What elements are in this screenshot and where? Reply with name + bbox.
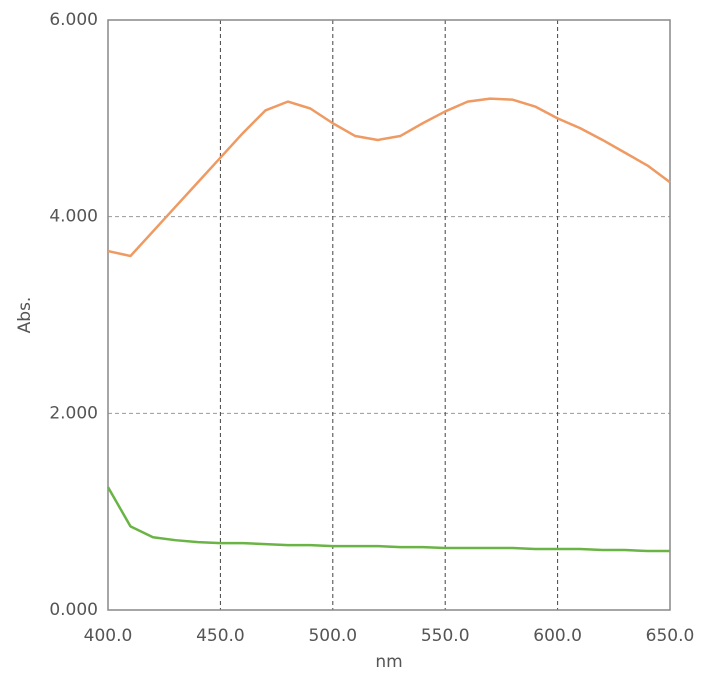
plot-frame <box>107 19 671 611</box>
y-tick-label: 0.000 <box>49 600 98 620</box>
data-line <box>107 97 671 258</box>
x-tick-label: 550.0 <box>421 626 470 646</box>
x-axis-label: nm <box>375 652 402 672</box>
y-tick-label: 4.000 <box>49 207 98 227</box>
x-tick-label: 450.0 <box>196 626 245 646</box>
data-line <box>106 486 670 553</box>
x-tick-label: 400.0 <box>84 626 133 646</box>
x-tick-label: 650.0 <box>646 626 695 646</box>
x-tick-label: 600.0 <box>533 626 582 646</box>
x-tick-label: 500.0 <box>308 626 357 646</box>
y-tick-label: 6.000 <box>49 10 98 30</box>
y-axis-label: Abs. <box>15 297 35 334</box>
y-tick-label: 2.000 <box>49 403 98 423</box>
